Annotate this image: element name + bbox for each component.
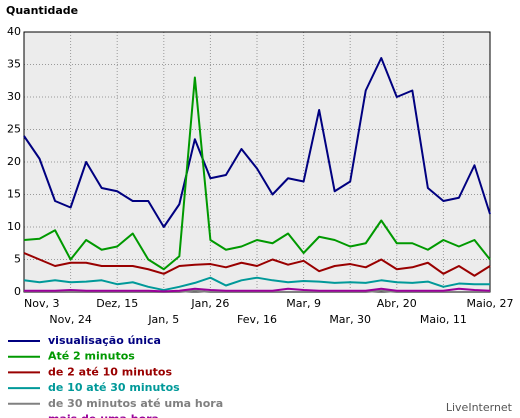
legend-label: mais de uma hora <box>48 413 159 418</box>
y-tick-label: 5 <box>14 253 21 266</box>
series-line <box>23 57 491 228</box>
x-tick-label: Maio, 11 <box>420 313 467 326</box>
y-tick-label: 10 <box>7 220 21 233</box>
x-tick-label: Nov, 3 <box>24 297 59 310</box>
x-tick-label: Jan, 5 <box>147 313 179 326</box>
x-tick-label: Mar, 30 <box>329 313 371 326</box>
legend-label: de 2 até 10 minutos <box>48 365 172 378</box>
x-tick-label: Mar, 9 <box>286 297 321 310</box>
y-tick-label: 40 <box>7 25 21 38</box>
y-tick-label: 15 <box>7 188 21 201</box>
legend-label: de 10 até 30 minutos <box>48 381 180 394</box>
x-tick-label: Dez, 15 <box>96 297 138 310</box>
brand: LiveInternet <box>446 401 513 414</box>
legend-label: de 30 minutos até uma hora <box>48 397 223 410</box>
y-tick-label: 30 <box>7 90 21 103</box>
x-tick-label: Jan, 26 <box>190 297 229 310</box>
x-tick-label: Fev, 16 <box>237 313 277 326</box>
series-line <box>24 289 490 293</box>
chart-title: Quantidade <box>6 4 78 17</box>
y-tick-label: 35 <box>7 58 21 71</box>
x-tick-label: Maio, 27 <box>466 297 513 310</box>
series-line <box>23 76 491 271</box>
y-tick-label: 20 <box>7 155 21 168</box>
series-line <box>23 252 491 277</box>
y-tick-label: 0 <box>14 285 21 298</box>
series-line <box>23 276 490 292</box>
y-tick-label: 25 <box>7 123 21 136</box>
series-line <box>24 287 491 293</box>
x-tick-label: Nov, 24 <box>49 313 91 326</box>
x-tick-label: Abr, 20 <box>377 297 417 310</box>
legend-label: visualisação única <box>48 334 161 347</box>
legend-label: Até 2 minutos <box>48 350 135 363</box>
